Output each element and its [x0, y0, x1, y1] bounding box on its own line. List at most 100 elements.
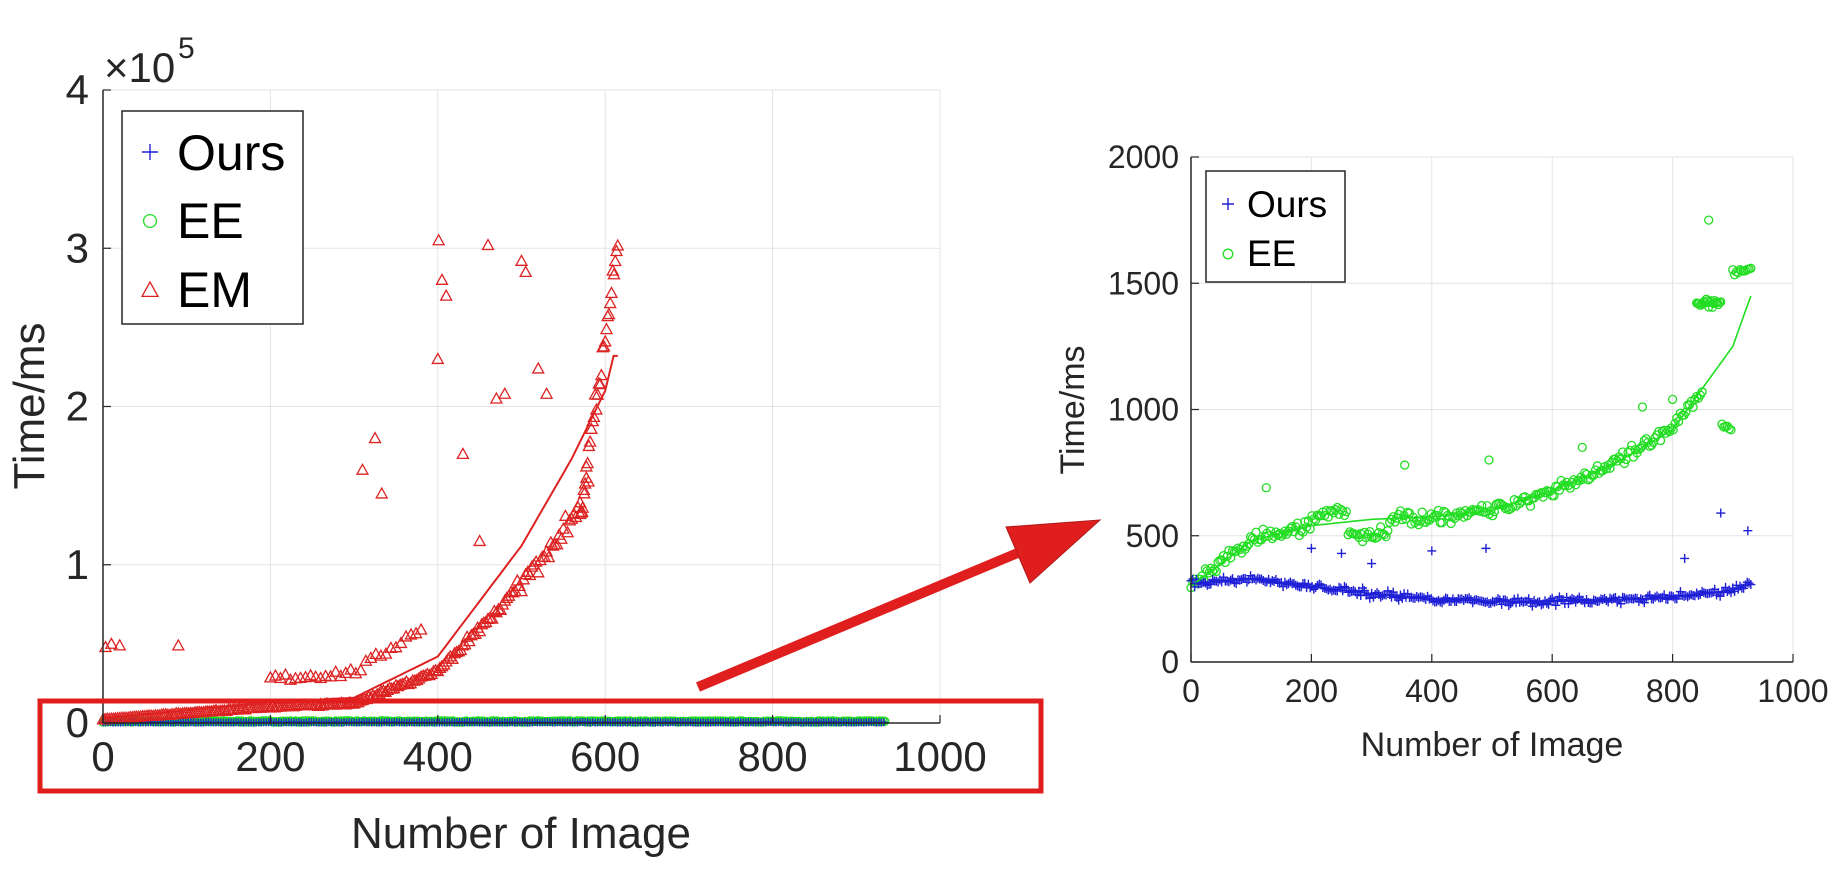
em-point	[435, 273, 449, 285]
em-point	[171, 638, 185, 651]
ee-point	[1381, 531, 1391, 542]
ours-point	[1616, 599, 1626, 609]
em-point	[531, 361, 545, 374]
em-point	[339, 666, 353, 679]
em-point	[368, 431, 382, 444]
ee-point	[1305, 524, 1315, 534]
ours-point	[1639, 598, 1649, 608]
ours-point	[1340, 582, 1350, 592]
em-point	[550, 537, 564, 550]
legend-em-marker	[140, 280, 160, 298]
left-y-axis-label: Time/ms	[5, 322, 54, 489]
em-point	[607, 267, 621, 280]
x-tick-label: 0	[1182, 673, 1200, 709]
ee-point	[1397, 514, 1407, 525]
right-ticks: 0 200 400 600 800 1000 0 500 1000 1500 2000	[1108, 139, 1829, 709]
zoom-arrow	[696, 519, 1102, 692]
em-point	[581, 456, 595, 469]
right-y-axis-label: Time/ms	[1054, 345, 1092, 474]
em-point	[523, 568, 537, 581]
legend-ee-marker	[142, 213, 158, 229]
y-tick-label: 1	[66, 541, 89, 588]
em-point	[273, 671, 288, 684]
x-tick-label: 400	[1405, 673, 1458, 709]
y-tick-label: 500	[1126, 518, 1179, 554]
ee-point	[1706, 296, 1716, 306]
left-legend-markers	[140, 144, 160, 298]
em-point	[354, 663, 368, 676]
ee-point	[1704, 215, 1714, 225]
x-tick-label: 400	[403, 733, 473, 780]
em-point	[414, 622, 428, 635]
y-tick-label: 3	[66, 224, 89, 271]
em-point	[456, 447, 470, 460]
em-point	[293, 671, 308, 683]
em-point	[344, 662, 358, 675]
ours-point	[1500, 595, 1510, 605]
legend-ours-marker	[142, 144, 158, 160]
em-point	[375, 486, 389, 499]
em-point	[452, 644, 466, 657]
em-point	[540, 387, 554, 399]
em-point	[468, 627, 483, 639]
left-series	[96, 233, 890, 727]
ee-point	[1400, 460, 1410, 470]
em-point	[458, 637, 472, 650]
em-point	[591, 387, 605, 400]
em-point	[268, 668, 283, 681]
em-point	[309, 698, 324, 711]
y-tick-label: 1500	[1108, 265, 1179, 301]
ee-point	[1261, 483, 1271, 493]
ours-point	[1367, 559, 1377, 569]
em-point	[394, 636, 408, 649]
em-point	[577, 486, 591, 499]
em-point	[298, 670, 313, 683]
ee-point	[1274, 528, 1285, 539]
y-tick-label: 1000	[1108, 392, 1179, 428]
em-point	[519, 265, 533, 278]
em-point	[558, 509, 573, 521]
y-tick-label: 4	[66, 66, 89, 113]
em-point	[604, 286, 619, 299]
ee-point	[1374, 527, 1384, 538]
em-point	[374, 648, 388, 661]
right-legend-markers	[1222, 198, 1234, 260]
em-point	[462, 634, 476, 647]
em-point	[379, 646, 393, 659]
ee-point	[1437, 518, 1447, 528]
em-point	[450, 645, 464, 658]
left-chart: 0 200 400 600 800 1000 0 1 2 3 4 ×10 5 Number of I…	[5, 32, 1044, 858]
em-point	[577, 483, 591, 496]
em-point	[355, 462, 370, 475]
ee-point	[1637, 402, 1648, 412]
x-tick-label: 0	[91, 733, 114, 780]
legend-ours-marker	[1222, 198, 1234, 210]
em-point	[433, 661, 447, 674]
y-tick-label: 2000	[1108, 139, 1179, 175]
em-point	[506, 585, 520, 598]
ee-point	[1417, 507, 1427, 517]
em-point	[349, 666, 363, 679]
ours-point	[1427, 546, 1437, 556]
em-point	[483, 611, 497, 623]
em-point	[314, 671, 328, 684]
legend-ours: Ours	[177, 125, 285, 181]
em-point	[592, 376, 606, 389]
legend-ee-marker	[1222, 248, 1234, 260]
legend-em: EM	[177, 262, 252, 318]
em-point	[603, 296, 617, 309]
ours-point	[1716, 508, 1726, 518]
right-chart: 0 200 400 600 800 1000 0 500 1000 1500 2000 Number…	[1054, 139, 1829, 764]
em-point	[608, 254, 622, 267]
left-multiplier-exponent: 5	[178, 32, 195, 65]
ee-point	[1699, 297, 1709, 307]
ours-point	[1680, 553, 1690, 563]
em-point	[514, 254, 529, 266]
em-point	[531, 565, 545, 578]
em-point	[104, 637, 118, 649]
em-point	[596, 340, 610, 353]
ee-point	[1549, 491, 1559, 501]
x-tick-label: 600	[570, 733, 640, 780]
em-point	[594, 368, 609, 381]
